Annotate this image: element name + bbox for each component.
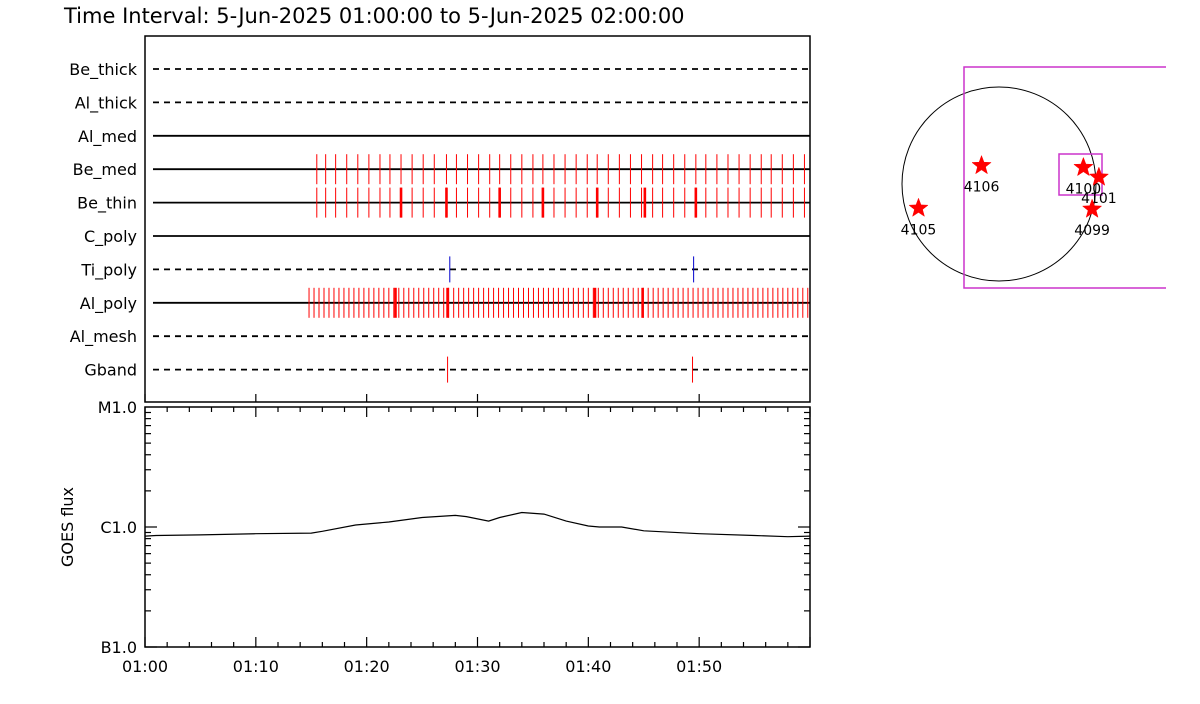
row-c-poly: C_poly <box>84 227 810 247</box>
goes-flux-line <box>144 511 811 538</box>
ar-star-marker <box>1081 198 1103 218</box>
ar-star-marker <box>1073 156 1094 177</box>
goes-frame <box>144 406 811 648</box>
y-axis-label: GOES flux <box>58 487 77 567</box>
x-tick-label: 01:10 <box>233 657 279 676</box>
x-tick-label: 01:20 <box>344 657 390 676</box>
row-label: Ti_poly <box>80 260 137 280</box>
x-tick-label: 01:40 <box>565 657 611 676</box>
row-label: Be_thin <box>77 194 137 214</box>
row-gband: Gband <box>84 356 810 383</box>
row-al-poly: Al_poly <box>80 287 810 318</box>
ar-star-marker <box>1088 166 1110 186</box>
ar-star-marker <box>971 154 992 175</box>
row-label: Al_thick <box>75 93 138 113</box>
ar-label: 4105 <box>901 222 937 238</box>
x-tick-label: 01:00 <box>122 657 168 676</box>
x-tick-label: 01:30 <box>454 657 500 676</box>
row-label: Gband <box>84 361 137 380</box>
row-label: Al_med <box>78 127 137 147</box>
event-timeline-panel: Be_thick Al_thick Al_med Be_med Be_thin C_pol… <box>69 35 811 403</box>
goes-flux-panel: M1.0 C1.0 B1.001:00 01:10 01:20 01:30 01:40 01:… <box>58 398 811 676</box>
row-label: Al_poly <box>80 294 137 314</box>
ar-label: 4106 <box>964 180 1000 196</box>
y-tick-label: B1.0 <box>101 638 137 657</box>
timeline-frame <box>144 35 811 403</box>
field-of-view-box <box>963 66 1166 289</box>
chart-title: Time Interval: 5-Jun-2025 01:00:00 to 5-… <box>63 4 685 28</box>
solar-disk <box>901 86 1097 282</box>
row-be-thin: Be_thin <box>77 187 810 218</box>
ar-label: 4100 <box>1066 182 1102 198</box>
row-al-thick: Al_thick <box>75 93 810 113</box>
y-tick-label: C1.0 <box>100 518 137 537</box>
ar-label: 4101 <box>1081 191 1117 207</box>
y-tick-label: M1.0 <box>98 398 137 417</box>
row-label: C_poly <box>84 227 137 247</box>
row-label: Al_mesh <box>70 327 137 347</box>
row-ti-poly: Ti_poly <box>80 256 810 283</box>
row-al-mesh: Al_mesh <box>70 327 810 347</box>
row-be-med: Be_med <box>73 154 810 185</box>
ar-label: 4099 <box>1074 223 1110 239</box>
row-al-med: Al_med <box>78 127 810 147</box>
x-tick-label: 01:50 <box>676 657 722 676</box>
row-be-thick: Be_thick <box>69 60 810 80</box>
row-label: Be_thick <box>69 60 137 80</box>
ar-star-marker <box>908 197 929 217</box>
row-label: Be_med <box>73 160 137 180</box>
